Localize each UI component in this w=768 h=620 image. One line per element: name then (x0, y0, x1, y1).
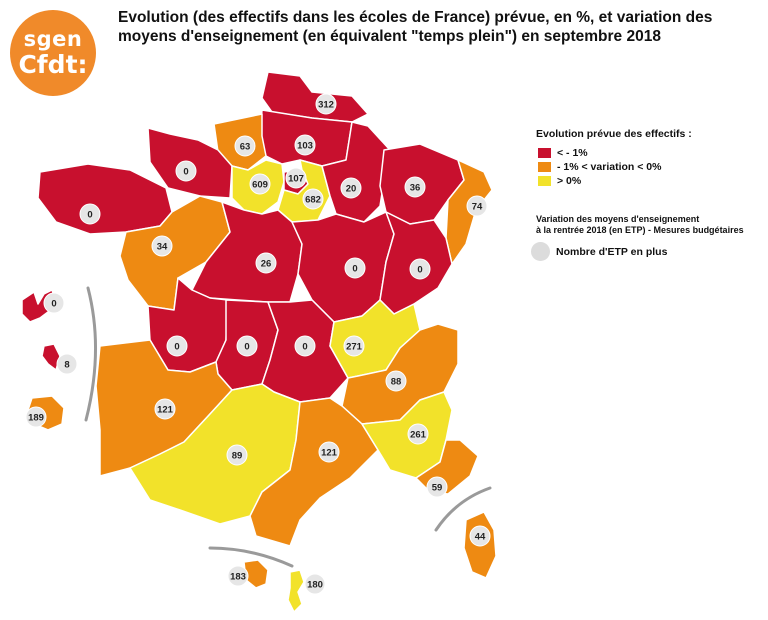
etp-value-reims: 20 (346, 184, 357, 195)
etp-marker-poitiers (166, 335, 188, 357)
legend-label: - 1% < variation < 0% (557, 161, 662, 173)
etp-value-bordeaux: 121 (157, 405, 174, 416)
etp-marker-strasbourg (466, 195, 488, 217)
legend-label: < - 1% (557, 147, 588, 159)
etp-value-caen: 0 (183, 167, 188, 178)
etp-value-guadeloupe: 0 (51, 299, 56, 310)
etp-value-reunion: 189 (28, 413, 44, 424)
legend-item-slight-decrease: - 1% < variation < 0% (538, 160, 692, 174)
legend-swatch-yellow (538, 176, 551, 186)
etp-value-mayotte: 180 (307, 580, 323, 591)
overseas-separator-corsica (434, 486, 492, 532)
etp-marker-martinique (56, 353, 78, 375)
overseas-separator-left (84, 286, 97, 422)
etp-legend-label: Nombre d'ETP en plus (556, 245, 668, 258)
etp-value-amiens: 103 (297, 141, 313, 152)
etp-marker-amiens (294, 134, 316, 156)
etp-value-nancy-metz: 36 (410, 183, 421, 194)
legend-item-increase: > 0% (538, 174, 692, 188)
etp-marker-bordeaux (154, 398, 176, 420)
etp-value-nice: 59 (432, 483, 443, 494)
etp-value-versailles: 609 (252, 180, 268, 191)
etp-value-clermont: 0 (302, 342, 307, 353)
sgen-cfdt-logo: sgen Cfdt: (10, 10, 96, 96)
etp-value-toulouse: 89 (232, 451, 243, 462)
etp-value-rennes: 0 (87, 210, 92, 221)
etp-value-orleans-tours: 26 (261, 259, 272, 270)
etp-value-rouen: 63 (240, 142, 251, 153)
moyens-line-1: Variation des moyens d'enseignement (536, 214, 700, 224)
etp-marker-lyon (343, 335, 365, 357)
etp-value-limoges: 0 (244, 342, 249, 353)
legend-item-decrease: < - 1% (538, 146, 692, 160)
etp-marker-mayotte (304, 573, 326, 595)
legend-swatch-red (538, 148, 551, 158)
etp-value-nantes: 34 (157, 242, 168, 253)
etp-value-creteil: 682 (305, 195, 321, 206)
etp-value-grenoble: 88 (391, 377, 402, 388)
etp-marker-limoges (236, 335, 258, 357)
etp-marker-rennes (79, 203, 101, 225)
etp-marker-caen (175, 160, 197, 182)
etp-marker-nantes (151, 235, 173, 257)
effectifs-legend: Evolution prévue des effectifs : < - 1% … (536, 128, 692, 188)
etp-marker-grenoble (385, 370, 407, 392)
etp-value-lyon: 271 (346, 342, 363, 353)
etp-value-paris: 107 (288, 174, 304, 185)
etp-marker-guadeloupe (43, 292, 65, 314)
region-rennes (37, 163, 173, 235)
etp-marker-guyane (227, 565, 249, 587)
etp-marker-clermont (294, 335, 316, 357)
map-title: Evolution (des effectifs dans les écoles… (118, 9, 713, 45)
etp-legend: Nombre d'ETP en plus (531, 242, 667, 261)
etp-legend-circle (531, 242, 550, 261)
legend-label: > 0% (557, 175, 582, 187)
etp-marker-nice (426, 476, 448, 498)
etp-value-poitiers: 0 (174, 342, 179, 353)
legend-title: Evolution prévue des effectifs : (536, 128, 692, 140)
etp-value-montpellier: 121 (321, 448, 338, 459)
etp-marker-lille (315, 93, 337, 115)
etp-marker-reims (340, 177, 362, 199)
logo-text-2: Cfdt: (18, 50, 88, 79)
etp-marker-besancon (409, 258, 431, 280)
etp-marker-aix-marseille (407, 423, 429, 445)
etp-value-besancon: 0 (417, 265, 422, 276)
etp-marker-corse (469, 525, 491, 547)
region-lille (261, 71, 369, 123)
etp-marker-orleans-tours (255, 252, 277, 274)
etp-marker-versailles (249, 173, 271, 195)
etp-value-guyane: 183 (230, 572, 246, 583)
etp-marker-paris (285, 167, 307, 189)
region-mayotte (287, 569, 305, 613)
etp-value-lille: 312 (318, 100, 334, 111)
etp-marker-creteil (302, 188, 324, 210)
etp-marker-reunion (25, 406, 47, 428)
etp-value-martinique: 8 (64, 360, 69, 371)
etp-marker-montpellier (318, 441, 340, 463)
etp-marker-rouen (234, 135, 256, 157)
moyens-caption: Variation des moyens d'enseignement à la… (536, 214, 766, 236)
etp-marker-toulouse (226, 444, 248, 466)
moyens-line-2: à la rentrée 2018 (en ETP) - Mesures bud… (536, 225, 744, 235)
etp-value-aix-marseille: 261 (410, 430, 427, 441)
legend-swatch-orange (538, 162, 551, 172)
etp-value-corse: 44 (475, 532, 486, 543)
etp-marker-nancy-metz (404, 176, 426, 198)
etp-value-strasbourg: 74 (472, 202, 483, 213)
overseas-separator-bottom (208, 546, 294, 568)
etp-value-dijon: 0 (352, 264, 357, 275)
region-martinique (41, 343, 61, 371)
etp-marker-dijon (344, 257, 366, 279)
region-montpellier (249, 397, 379, 547)
logo-text-1: sgen (23, 27, 83, 51)
